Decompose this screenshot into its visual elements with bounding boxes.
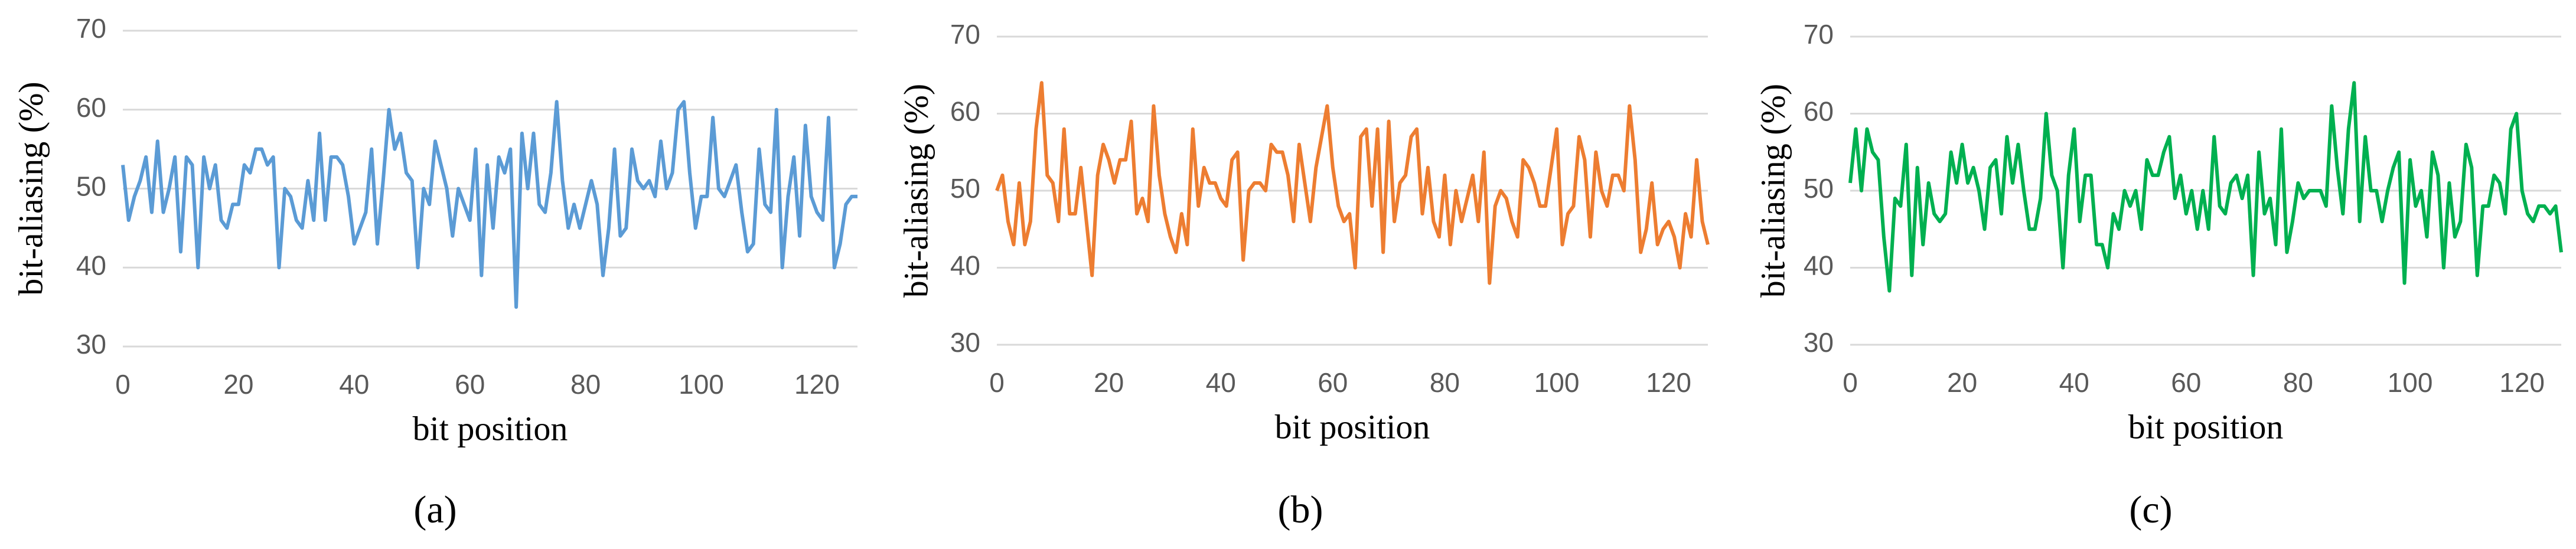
x-tick-label: 40 (2059, 367, 2089, 398)
y-tick-label: 40 (1804, 250, 1834, 281)
x-axis-label: bit position (413, 409, 568, 447)
x-tick-label: 100 (679, 369, 724, 400)
data-line (995, 81, 1710, 285)
y-tick-label: 40 (950, 250, 980, 281)
x-tick-label: 120 (1646, 367, 1691, 398)
y-tick-label: 30 (1804, 327, 1834, 358)
y-tick-label: 60 (950, 96, 980, 127)
x-tick-label: 60 (2171, 367, 2201, 398)
x-tick-label: 60 (1318, 367, 1348, 398)
x-tick-label: 20 (1947, 367, 1977, 398)
data-line (1848, 81, 2563, 293)
y-tick-label: 50 (950, 173, 980, 204)
x-tick-label: 0 (1843, 367, 1858, 398)
x-tick-label: 100 (2388, 367, 2433, 398)
x-tick-label: 60 (455, 369, 485, 400)
y-tick-label: 70 (1804, 19, 1834, 50)
y-tick-label: 50 (76, 171, 106, 202)
y-tick-label: 60 (76, 92, 106, 123)
x-axis-label: bit position (2128, 407, 2284, 446)
y-tick-label: 30 (950, 327, 980, 358)
y-tick-label: 70 (950, 19, 980, 50)
y-axis-label: bit-aliasing (%) (1753, 84, 1792, 298)
x-tick-label: 20 (223, 369, 253, 400)
x-tick-label: 20 (1094, 367, 1124, 398)
x-tick-label: 0 (989, 367, 1005, 398)
x-tick-label: 80 (2283, 367, 2313, 398)
y-tick-label: 30 (76, 329, 106, 360)
y-axis-label: bit-aliasing (%) (11, 81, 50, 295)
x-tick-label: 40 (1206, 367, 1236, 398)
y-tick-label: 40 (76, 250, 106, 280)
x-tick-label: 120 (2499, 367, 2545, 398)
caption: (b) (1278, 488, 1323, 531)
x-tick-label: 80 (570, 369, 601, 400)
x-axis-label: bit position (1275, 407, 1430, 446)
x-tick-label: 120 (794, 369, 840, 400)
y-tick-label: 60 (1804, 96, 1834, 127)
x-tick-label: 40 (339, 369, 369, 400)
data-line (121, 100, 857, 309)
y-axis-label: bit-aliasing (%) (896, 84, 935, 298)
y-tick-label: 70 (76, 13, 106, 44)
x-tick-label: 80 (1430, 367, 1460, 398)
x-tick-label: 0 (115, 369, 131, 400)
x-tick-label: 100 (1534, 367, 1580, 398)
caption: (c) (2129, 488, 2172, 531)
y-tick-label: 50 (1804, 173, 1834, 204)
caption: (a) (413, 488, 456, 531)
